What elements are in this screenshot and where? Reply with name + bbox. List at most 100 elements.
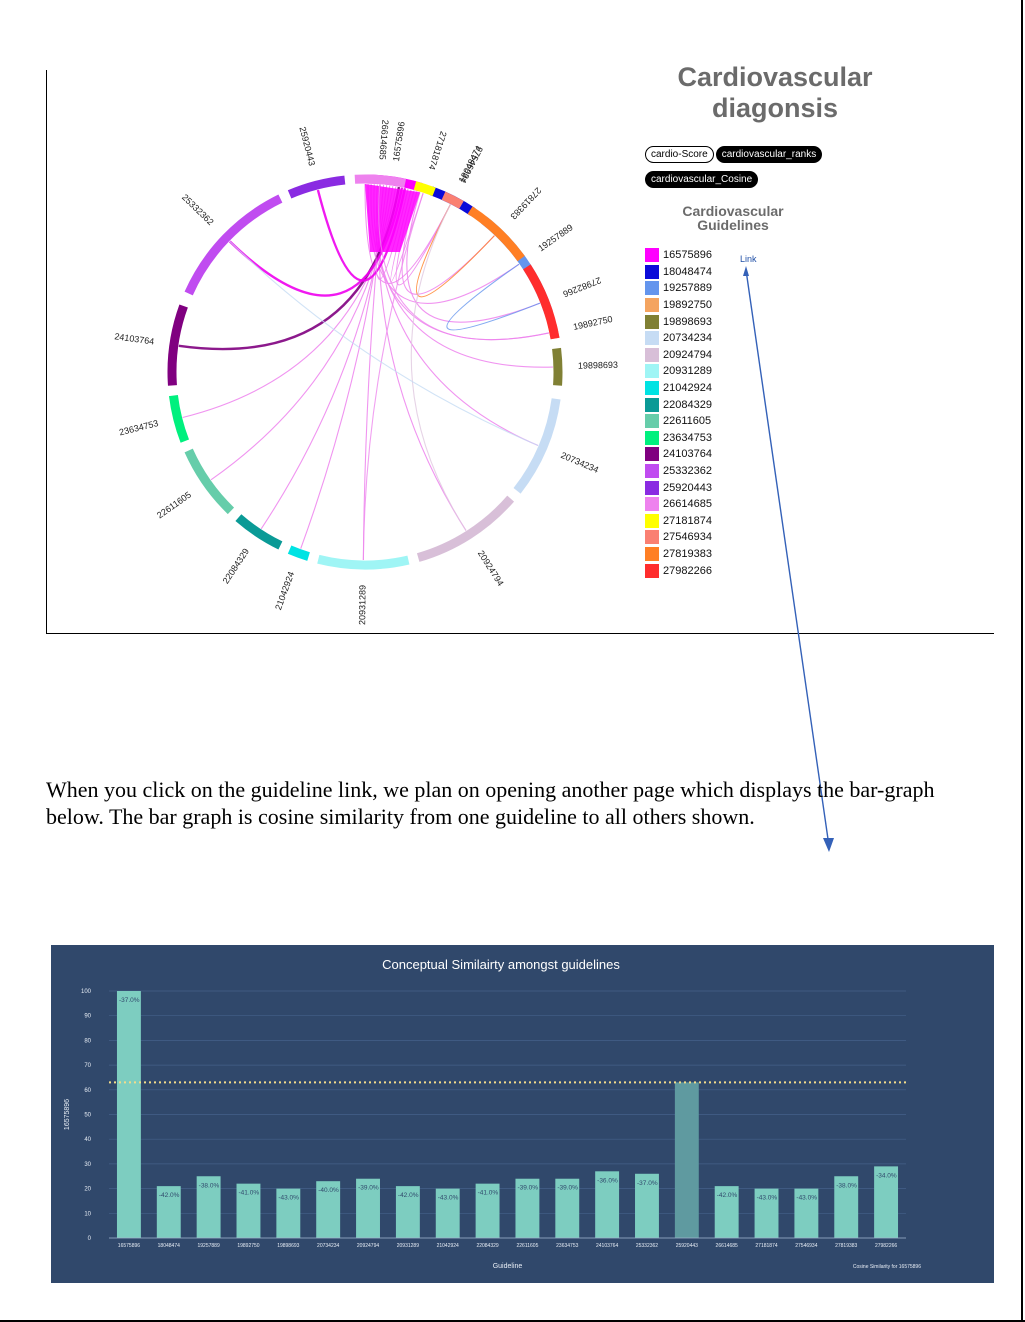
bar-18048474[interactable] — [156, 1186, 181, 1238]
bar-26614685[interactable] — [714, 1186, 739, 1238]
chord-arc-27982266 — [523, 264, 560, 340]
legend-title-line2: Guidelines — [697, 217, 769, 233]
bar-16575896[interactable] — [116, 991, 141, 1238]
y-tick-label: 20 — [84, 1187, 91, 1193]
bar-27181874[interactable] — [754, 1188, 779, 1238]
bar-22084329[interactable] — [475, 1183, 500, 1238]
chip-cardio-score[interactable]: cardio-Score — [645, 146, 714, 163]
legend-item-19257889[interactable]: 19257889 — [645, 280, 712, 297]
legend-swatch — [645, 298, 659, 313]
legend-title: Cardiovascular Guidelines — [668, 204, 798, 232]
data-label: -39.0% — [358, 1185, 379, 1192]
x-tick-label: 27819383 — [835, 1243, 857, 1249]
y-tick-label: 70 — [84, 1063, 91, 1069]
x-tick-label: 22611605 — [516, 1243, 538, 1249]
chord-diagram: 1657589618048474192578891989275019898693… — [114, 119, 618, 625]
figure-left-border — [46, 70, 47, 634]
legend-swatch — [645, 314, 659, 329]
x-tick-label: 20734234 — [317, 1243, 339, 1249]
legend-swatch — [645, 397, 659, 412]
x-tick-label: 27181874 — [755, 1243, 777, 1249]
bar-27546934[interactable] — [794, 1188, 819, 1238]
page-right-border — [1021, 0, 1023, 1322]
legend-swatch — [645, 414, 659, 429]
legend-item-27819383[interactable]: 27819383 — [645, 546, 712, 563]
chord-arc-25920443 — [287, 175, 346, 199]
chord-arc-22611605 — [184, 448, 235, 515]
legend-item-19898693[interactable]: 19898693 — [645, 313, 712, 330]
legend-item-21042924[interactable]: 21042924 — [645, 380, 712, 397]
bar-19257889[interactable] — [196, 1176, 221, 1238]
chord-arc-25332362 — [184, 194, 283, 296]
y-tick-label: 10 — [84, 1211, 91, 1217]
chord-label-19892750: 19892750 — [572, 314, 613, 332]
legend-item-25332362[interactable]: 25332362 — [645, 463, 712, 480]
page-bottom-border — [0, 1320, 1025, 1322]
chord-label-23634753: 23634753 — [118, 418, 159, 437]
x-tick-label: 27982266 — [875, 1243, 897, 1249]
chord-label-27819383: 27819383 — [508, 185, 543, 221]
y-axis-label: 16575896 — [64, 1099, 71, 1130]
bar-21042924[interactable] — [435, 1188, 460, 1238]
legend-item-18048474[interactable]: 18048474 — [645, 264, 712, 281]
data-label: -42.0% — [159, 1192, 180, 1199]
bar-25920443[interactable] — [674, 1082, 699, 1238]
chord-label-27982266: 27982266 — [562, 275, 603, 299]
legend-item-27546934[interactable]: 27546934 — [645, 529, 712, 546]
bar-20931289[interactable] — [395, 1186, 420, 1238]
view-chips: cardio-Score cardiovascular_ranks cardiov… — [645, 144, 845, 194]
bar-25332362[interactable] — [635, 1173, 659, 1238]
legend-label: 27982266 — [663, 564, 712, 577]
chord-arc-26614685 — [354, 174, 407, 188]
bar-23634753[interactable] — [555, 1178, 580, 1238]
chip-cardiovascular-cosine[interactable]: cardiovascular_Cosine — [645, 171, 759, 188]
y-tick-label: 100 — [81, 989, 92, 995]
legend-swatch — [645, 331, 659, 346]
data-label: -40.0% — [318, 1187, 339, 1194]
y-tick-label: 0 — [88, 1236, 92, 1242]
legend-item-22084329[interactable]: 22084329 — [645, 396, 712, 413]
bar-27819383[interactable] — [834, 1176, 859, 1238]
x-tick-label: 23634753 — [556, 1243, 578, 1249]
legend-item-16575896[interactable]: 16575896 — [645, 247, 712, 264]
x-tick-label: 19892750 — [237, 1243, 259, 1249]
bar-20924794[interactable] — [356, 1178, 380, 1238]
bar-19898693[interactable] — [276, 1188, 301, 1238]
legend-item-20924794[interactable]: 20924794 — [645, 347, 712, 364]
chord-label-20931289: 20931289 — [357, 585, 367, 625]
chip-cardiovascular-ranks[interactable]: cardiovascular_ranks — [715, 146, 823, 163]
legend-item-22611605[interactable]: 22611605 — [645, 413, 712, 430]
legend-item-19892750[interactable]: 19892750 — [645, 297, 712, 314]
x-axis-label: Guideline — [493, 1263, 523, 1270]
legend-label: 25920443 — [663, 481, 712, 494]
legend-item-27181874[interactable]: 27181874 — [645, 513, 712, 530]
guideline-link[interactable]: Link — [740, 254, 757, 264]
data-label: -38.0% — [199, 1182, 220, 1189]
legend-item-23634753[interactable]: 23634753 — [645, 430, 712, 447]
legend-item-24103764[interactable]: 24103764 — [645, 446, 712, 463]
legend-item-25920443[interactable]: 25920443 — [645, 479, 712, 496]
bar-22611605[interactable] — [515, 1178, 540, 1238]
legend-item-20734234[interactable]: 20734234 — [645, 330, 712, 347]
chord-label-22611605: 22611605 — [155, 490, 193, 521]
data-label: -43.0% — [438, 1195, 459, 1202]
caption-text: When you click on the guideline link, we… — [46, 777, 935, 829]
bar-20734234[interactable] — [316, 1181, 341, 1238]
legend-item-27982266[interactable]: 27982266 — [645, 562, 712, 579]
bar-27982266[interactable] — [874, 1166, 899, 1238]
y-tick-label: 30 — [84, 1162, 91, 1168]
legend-swatch — [645, 530, 659, 545]
x-tick-label: 19257889 — [198, 1243, 220, 1249]
bar-19892750[interactable] — [236, 1183, 261, 1238]
x-tick-label: 27546934 — [795, 1243, 817, 1249]
y-tick-label: 60 — [84, 1088, 91, 1094]
data-label: -39.0% — [517, 1185, 538, 1192]
chord-arc-21042924 — [287, 545, 310, 561]
legend-swatch — [645, 546, 659, 561]
legend-item-26614685[interactable]: 26614685 — [645, 496, 712, 513]
chord-title-line1: Cardiovascular — [677, 62, 873, 92]
bar-24103764[interactable] — [595, 1171, 620, 1238]
data-label: -36.0% — [597, 1177, 618, 1184]
legend-item-20931289[interactable]: 20931289 — [645, 363, 712, 380]
chord-label-16575896: 16575896 — [391, 121, 407, 162]
